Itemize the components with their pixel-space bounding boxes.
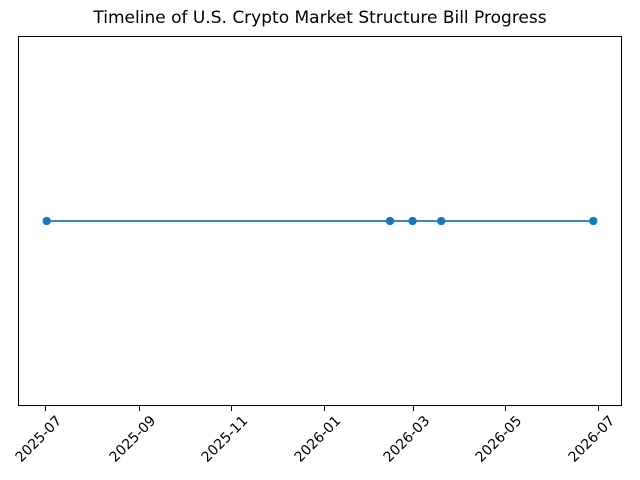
- x-axis-tick: [45, 406, 47, 411]
- data-point-marker: [589, 216, 598, 226]
- x-axis-tick: [597, 406, 599, 411]
- x-axis-tick: [323, 406, 325, 411]
- data-point-marker: [385, 216, 395, 226]
- data-point-marker: [408, 216, 417, 226]
- timeline-plot-svg: [42, 216, 598, 226]
- x-axis-tick: [231, 406, 233, 411]
- x-axis-tick: [505, 406, 507, 411]
- data-point-marker: [42, 216, 51, 226]
- data-point-marker: [437, 216, 446, 226]
- x-axis-tick-label: 2025-07: [12, 413, 66, 466]
- x-axis-tick: [139, 406, 141, 411]
- chart-title: Timeline of U.S. Crypto Market Structure…: [93, 8, 547, 28]
- x-axis-tick: [413, 406, 415, 411]
- plot-area: [18, 36, 622, 406]
